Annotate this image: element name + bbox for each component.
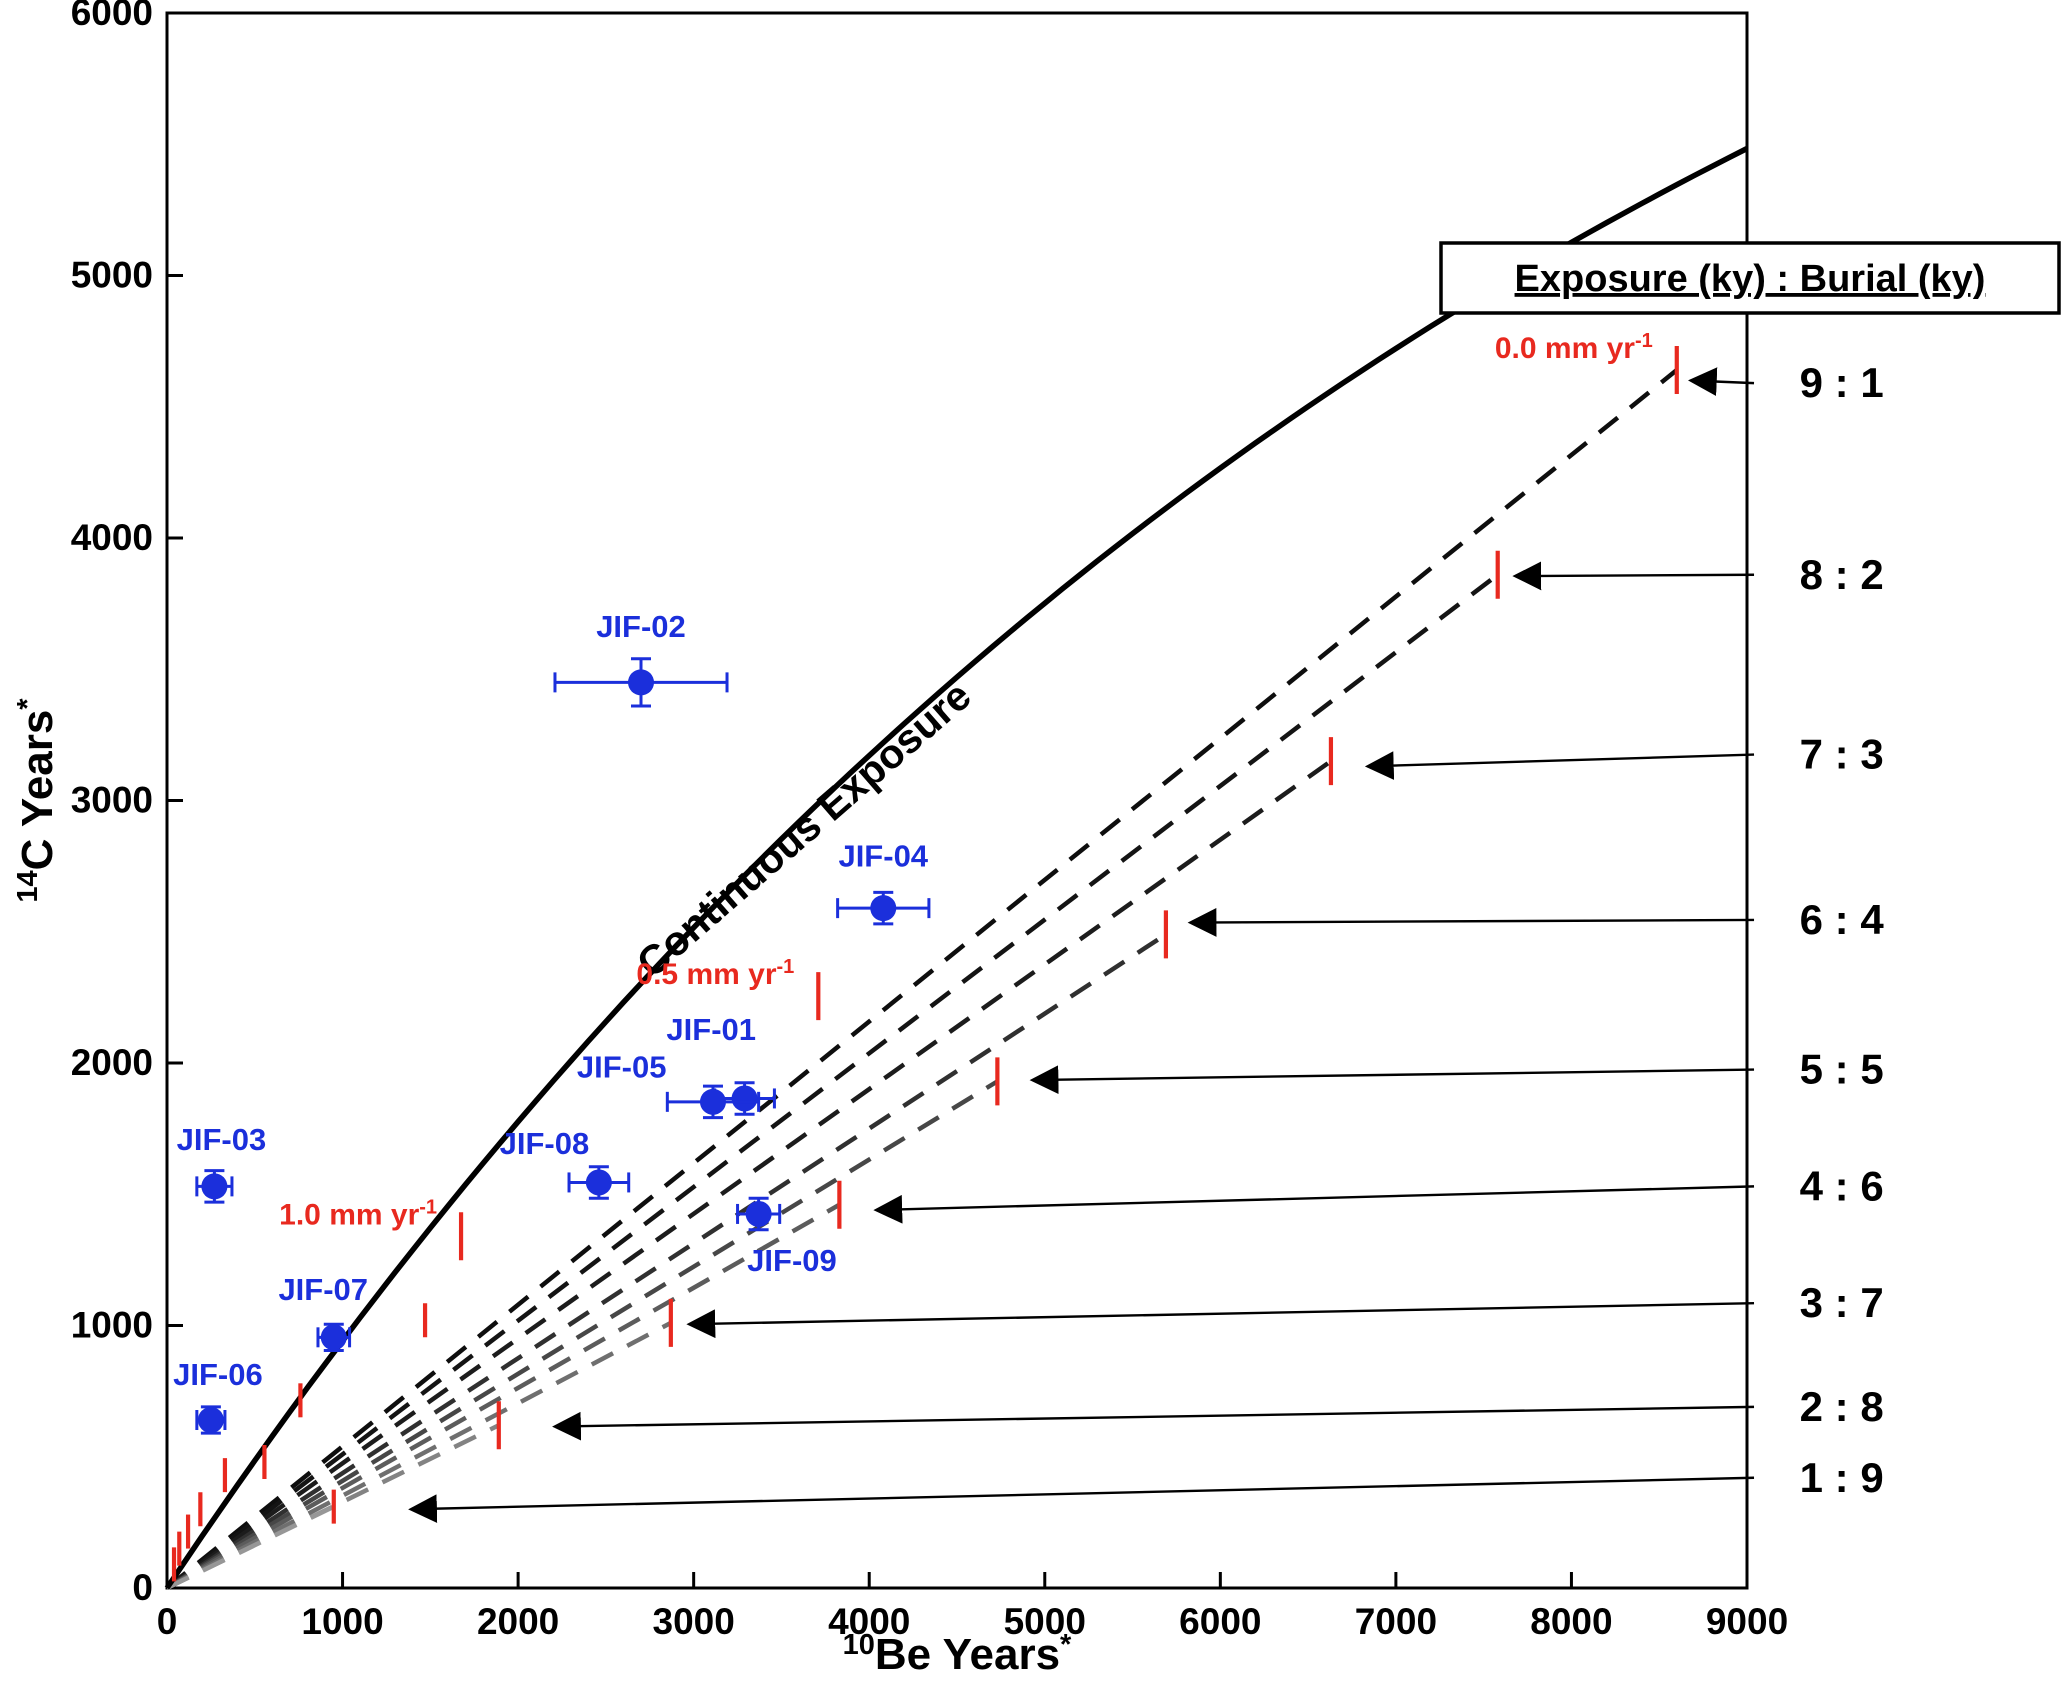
x-axis-label: 10Be Years* <box>843 1629 1072 1679</box>
ratio-label-8-2: 8 : 2 <box>1800 551 1884 598</box>
erosion-label-1-0-mm-yr: 1.0 mm yr-1 <box>279 1196 437 1231</box>
x-tick-label-1000: 1000 <box>301 1601 383 1642</box>
isochron-line-1-9 <box>166 1504 335 1591</box>
x-tick-label-8000: 8000 <box>1530 1601 1612 1642</box>
leader-arrow-7-3 <box>1364 751 1755 780</box>
data-point-label-jif-06: JIF-06 <box>173 1357 263 1392</box>
data-point-group-jif-07: JIF-07 <box>278 1272 368 1352</box>
leader-arrow-9-1 <box>1687 367 1755 396</box>
ratio-label-6-4: 6 : 4 <box>1800 896 1885 943</box>
leader-arrow-5-5 <box>1029 1065 1755 1095</box>
y-tick-label-4000: 4000 <box>71 517 153 558</box>
data-point-label-jif-09: JIF-09 <box>747 1243 837 1278</box>
ratio-labels: 9 : 1 8 : 2 7 : 3 6 : 4 5 : 5 4 : 6 3 : 7 2 : 8… <box>1800 359 1885 1501</box>
isochron-line-4-6 <box>165 1202 841 1590</box>
y-axis-label: 14C Years* <box>12 698 62 903</box>
data-point-jif-04 <box>870 895 897 922</box>
data-point-group-jif-03: JIF-03 <box>177 1122 267 1204</box>
x-tick-label-3000: 3000 <box>653 1601 735 1642</box>
axes: 0 1000 2000 3000 4000 5000 6000 7000 8000 9000 0 10… <box>71 0 1788 1642</box>
erosion-label-0-5-mm-yr: 0.5 mm yr-1 <box>636 956 794 991</box>
ratio-label-7-3: 7 : 3 <box>1800 731 1884 778</box>
data-point-jif-03 <box>201 1173 228 1200</box>
erosion-label-0-0-mm-yr: 0.0 mm yr-1 <box>1495 330 1653 365</box>
data-points: JIF-01 JIF-02 JIF-03 JIF-04 JIF-05 JIF-06 JIF-… <box>173 609 931 1435</box>
leader-arrow-4-6 <box>873 1185 1755 1224</box>
x-tick-label-0: 0 <box>157 1601 178 1642</box>
data-point-jif-08 <box>585 1169 612 1196</box>
leader-arrow-3-7 <box>686 1301 1755 1339</box>
data-point-jif-07 <box>320 1324 347 1351</box>
data-point-group-jif-05: JIF-05 <box>577 1049 761 1120</box>
data-point-group-jif-06: JIF-06 <box>173 1357 263 1435</box>
x-tick-label-9000: 9000 <box>1706 1601 1788 1642</box>
data-point-jif-02 <box>628 669 654 696</box>
isochron-line-3-7 <box>165 1320 672 1590</box>
data-point-group-jif-09: JIF-09 <box>736 1196 837 1278</box>
data-point-label-jif-01: JIF-01 <box>666 1012 756 1047</box>
y-tick-label-3000: 3000 <box>71 780 153 821</box>
erosion-ticks: 0.0 mm yr-1 0.5 mm yr-1 1.0 mm yr-1 <box>171 330 1679 1582</box>
leader-arrow-2-8 <box>552 1405 1755 1441</box>
ratio-label-4-6: 4 : 6 <box>1800 1162 1884 1209</box>
y-tick-label-2000: 2000 <box>71 1042 153 1083</box>
data-point-group-jif-02: JIF-02 <box>553 609 729 708</box>
data-point-jif-05 <box>699 1088 726 1115</box>
ratio-label-1-9: 1 : 9 <box>1800 1454 1884 1501</box>
y-tick-label-6000: 6000 <box>71 0 153 33</box>
data-point-jif-06 <box>197 1407 224 1433</box>
legend-title: Exposure (ky) : Burial (ky) <box>1515 258 1986 300</box>
data-point-group-jif-08: JIF-08 <box>500 1126 631 1200</box>
legend-box <box>1439 241 2061 315</box>
data-point-label-jif-03: JIF-03 <box>177 1122 267 1157</box>
y-tick-label-1000: 1000 <box>71 1305 153 1346</box>
data-point-group-jif-01: JIF-01 <box>666 1012 776 1116</box>
data-point-group-jif-04: JIF-04 <box>836 839 931 926</box>
x-tick-label-7000: 7000 <box>1355 1601 1437 1642</box>
data-point-label-jif-05: JIF-05 <box>577 1049 667 1084</box>
data-point-label-jif-02: JIF-02 <box>596 609 686 644</box>
isochron-line-5-5 <box>165 1079 999 1590</box>
leader-arrow-6-4 <box>1187 908 1755 937</box>
leader-arrow-1-9 <box>408 1476 1755 1524</box>
x-tick-label-6000: 6000 <box>1179 1601 1261 1642</box>
ratio-label-2-8: 2 : 8 <box>1800 1383 1884 1430</box>
data-point-label-jif-08: JIF-08 <box>500 1126 590 1161</box>
x-tick-label-4000: 4000 <box>828 1601 910 1642</box>
data-point-label-jif-07: JIF-07 <box>278 1272 368 1307</box>
leader-arrows <box>408 367 1755 1524</box>
ratio-label-9-1: 9 : 1 <box>1800 359 1884 406</box>
y-tick-label-0: 0 <box>132 1567 153 1608</box>
y-tick-label-5000: 5000 <box>71 255 153 296</box>
data-point-jif-09 <box>745 1200 772 1227</box>
data-point-jif-01 <box>731 1085 758 1112</box>
isochron-line-9-1 <box>165 368 1679 1590</box>
data-point-label-jif-04: JIF-04 <box>838 839 928 874</box>
ratio-label-3-7: 3 : 7 <box>1800 1279 1884 1326</box>
x-tick-label-2000: 2000 <box>477 1601 559 1642</box>
isochron-lines <box>165 368 1679 1591</box>
leader-arrow-8-2 <box>1512 561 1755 591</box>
ratio-label-5-5: 5 : 5 <box>1800 1046 1884 1093</box>
x-tick-label-5000: 5000 <box>1004 1601 1086 1642</box>
